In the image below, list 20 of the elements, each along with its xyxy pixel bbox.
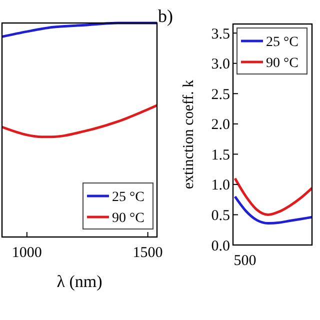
y-axis-title: extinction coeff. k <box>181 79 197 190</box>
legend-label: 90 °C <box>112 210 144 226</box>
line-series <box>234 195 314 224</box>
line-series <box>234 177 314 216</box>
y-tick-label: 3.5 <box>211 26 230 42</box>
y-tick-label: 2.0 <box>211 117 230 134</box>
chart-title: b) <box>158 6 173 26</box>
legend-label: 90 °C <box>266 56 298 71</box>
text: 500 <box>234 253 256 269</box>
y-tick-label: 0.0 <box>211 238 230 254</box>
y-tick-label: 2.5 <box>211 86 230 103</box>
legend-label: 25 °C <box>112 190 144 205</box>
y-tick-label: 3.0 <box>211 56 230 73</box>
x-tick-label: 1000 <box>12 245 42 261</box>
y-tick-label: 0.5 <box>211 208 230 224</box>
x-axis-title: λ (nm) <box>56 272 102 291</box>
x-tick-label: 1500 <box>132 245 163 261</box>
y-tick-label: 1.5 <box>211 147 230 164</box>
legend-label: 25 °C <box>266 34 298 50</box>
y-tick-label: 1.0 <box>211 178 230 194</box>
